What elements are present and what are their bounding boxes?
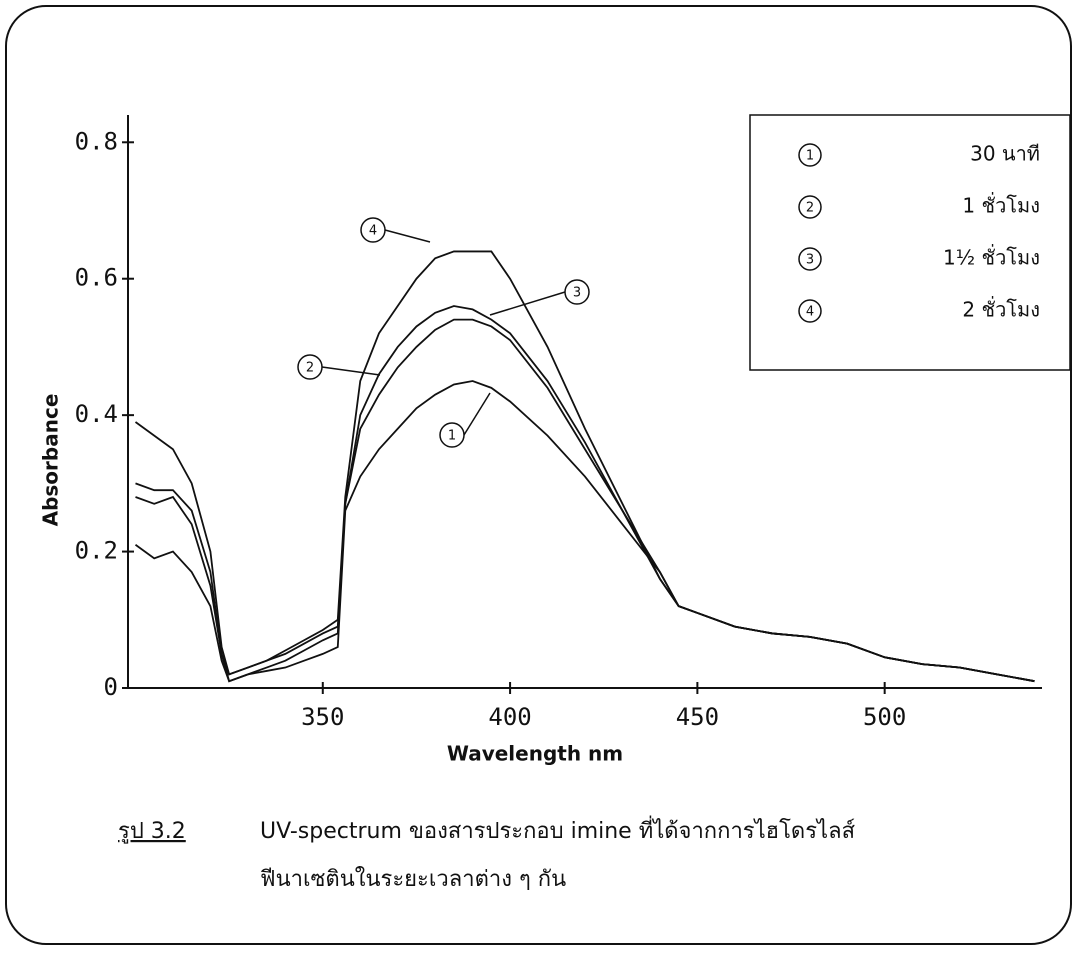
- legend-tag: 2: [806, 201, 814, 216]
- caption-line: ฟีนาเซตินในระยะเวลาต่าง ๆ กัน: [260, 866, 566, 892]
- x-tick-label: 500: [863, 703, 906, 731]
- callout-tag: 2: [306, 361, 314, 376]
- x-tick-label: 450: [676, 703, 719, 731]
- legend-circle: [798, 299, 822, 323]
- y-tick-label: 0: [104, 673, 118, 701]
- legend-label: 2 ชั่วโมง: [962, 296, 1040, 322]
- callout-tag: 1: [448, 429, 456, 444]
- callout-tag: 4: [369, 224, 377, 239]
- caption-label: รูป 3.2: [118, 819, 186, 844]
- x-tick-label: 350: [301, 703, 344, 731]
- y-tick-label: 0.4: [75, 400, 118, 428]
- y-tick-label: 0.6: [75, 264, 118, 292]
- legend-label: 1 ชั่วโมง: [962, 192, 1040, 218]
- callout-circle: [360, 217, 386, 243]
- series-line: [135, 318, 1035, 683]
- callout-circle: [564, 279, 590, 305]
- callout-leader: [489, 291, 566, 316]
- legend-circle: [798, 195, 822, 219]
- callout-leader: [321, 366, 381, 376]
- frame: [5, 5, 1072, 945]
- y-axis-title: Absorbance: [39, 394, 63, 527]
- caption-line: UV-spectrum ของสารประกอบ imine ที่ได้จาก…: [260, 815, 856, 844]
- callout-circle: [297, 354, 323, 380]
- legend-circle: [798, 143, 822, 167]
- y-tick-label: 0.8: [75, 127, 118, 155]
- callout-tag: 3: [573, 286, 581, 301]
- y-tick-label: 0.2: [75, 537, 118, 565]
- series-line: [134, 380, 1035, 683]
- legend-tag: 3: [806, 253, 814, 268]
- x-axis-title: Wavelength nm: [447, 742, 623, 766]
- legend-tag: 4: [806, 305, 814, 320]
- callout-leader: [463, 392, 491, 436]
- series-line: [134, 250, 1035, 683]
- legend-label: 30 นาที: [970, 142, 1040, 166]
- legend-label: 1½ ชั่วโมง: [943, 244, 1040, 270]
- legend-tag: 1: [806, 149, 814, 164]
- legend-circle: [798, 247, 822, 271]
- callout-leader: [384, 229, 431, 243]
- callout-circle: [439, 422, 465, 448]
- x-tick-label: 400: [488, 703, 531, 731]
